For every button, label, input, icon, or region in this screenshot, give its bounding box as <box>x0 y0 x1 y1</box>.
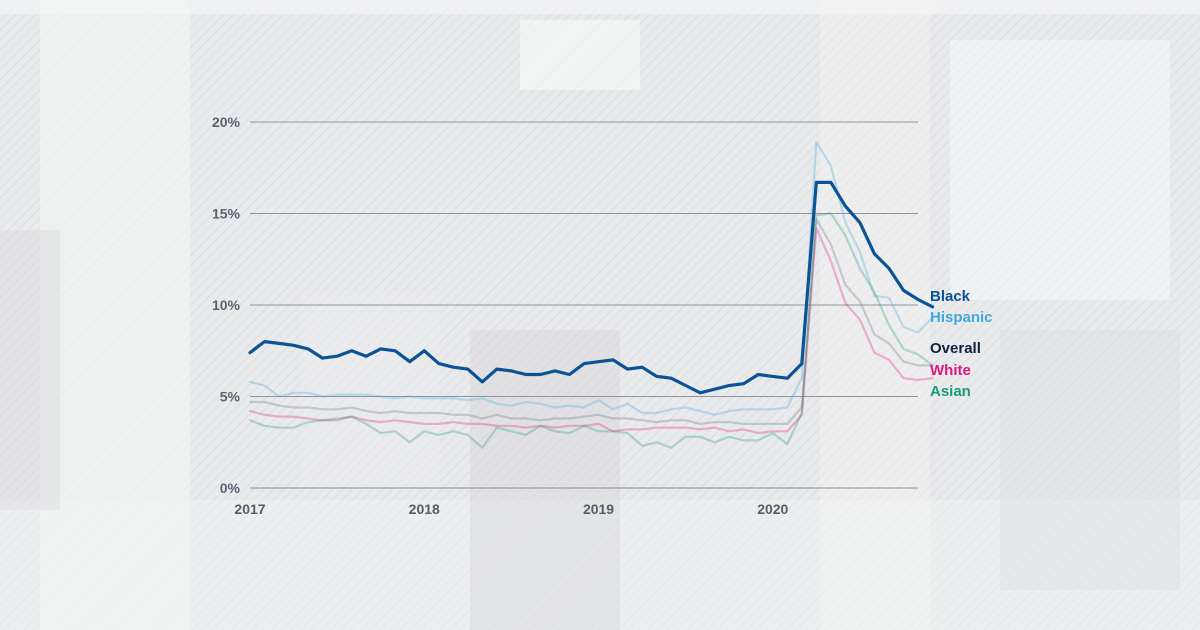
y-tick-label: 20% <box>212 114 241 130</box>
legend-label-overall: Overall <box>930 340 981 357</box>
series-line-asian <box>248 212 934 449</box>
legend-label-black: Black <box>930 288 971 305</box>
gridlines <box>250 121 918 489</box>
x-tick-label: 2020 <box>757 501 788 517</box>
series-line-white <box>248 227 934 435</box>
series-lines <box>248 141 935 449</box>
legend: Black Hispanic Overall White Asian <box>930 288 993 400</box>
x-tick-label: 2019 <box>583 501 614 517</box>
x-axis: 2017 2018 2019 2020 <box>234 501 788 517</box>
series-line-hispanic <box>248 141 934 416</box>
y-tick-label: 10% <box>212 297 241 313</box>
y-axis: 0% 5% 10% 15% 20% <box>212 114 241 496</box>
legend-label-asian: Asian <box>930 383 971 400</box>
legend-label-hispanic: Hispanic <box>930 309 993 326</box>
y-tick-label: 0% <box>220 480 241 496</box>
y-tick-label: 15% <box>212 206 241 222</box>
legend-label-white: White <box>930 362 971 379</box>
series-line-black <box>248 180 935 395</box>
series-line-overall <box>248 217 934 425</box>
x-tick-label: 2018 <box>409 501 440 517</box>
x-tick-label: 2017 <box>234 501 265 517</box>
y-tick-label: 5% <box>220 389 241 405</box>
